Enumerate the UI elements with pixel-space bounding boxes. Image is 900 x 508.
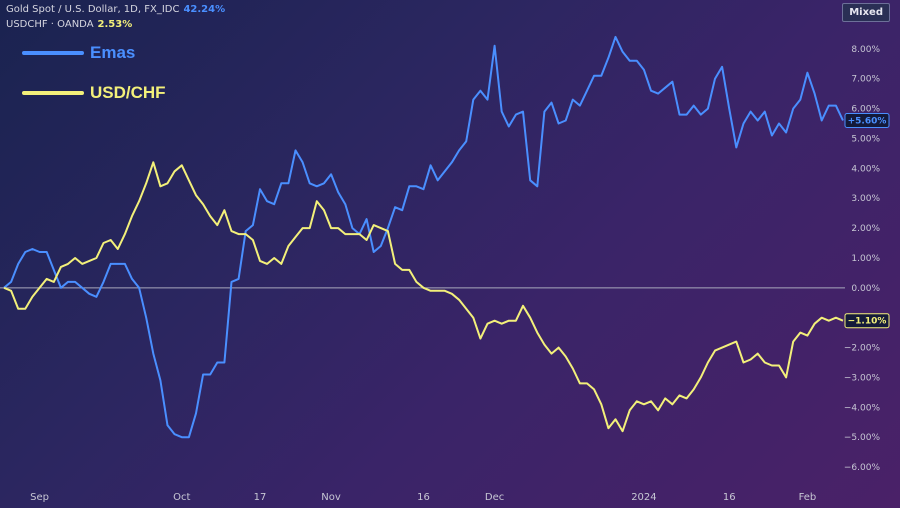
y-tick-label: −4.00% [844,403,881,413]
x-tick-label: Nov [321,492,341,503]
y-tick-label: 5.00% [851,134,880,144]
symbol-header-gold[interactable]: Gold Spot / U.S. Dollar, 1D, FX_IDC 42.24… [6,4,225,15]
y-tick-label: 0.00% [851,284,880,294]
y-tick-label: 2.00% [851,224,880,234]
symbol-title-gold: Gold Spot / U.S. Dollar, 1D, FX_IDC [6,4,180,15]
x-tick-label: 17 [254,492,267,503]
x-tick-label: Dec [485,492,504,503]
symbol-change-usdchf: 2.53% [97,19,133,30]
y-tick-label: 3.00% [851,194,880,204]
y-tick-label: 4.00% [851,164,880,174]
y-tick-label: −6.00% [844,463,881,473]
x-tick-label: Feb [799,492,817,503]
scale-mode-button[interactable]: Mixed [842,3,890,22]
y-tick-label: −2.00% [844,344,881,354]
x-tick-label: 16 [723,492,736,503]
y-tick-label: 7.00% [851,75,880,85]
y-tick-label: 8.00% [851,45,880,55]
x-tick-label: 2024 [631,492,656,503]
legend-item-emas: Emas [22,42,135,64]
legend-swatch-usdchf [22,91,84,95]
y-tick-label: −5.00% [844,433,881,443]
last-value-badge-usdchf: −1.10% [844,313,890,329]
y-tick-label: 1.00% [851,254,880,264]
x-tick-label: Sep [30,492,49,503]
legend-label-emas: Emas [90,43,136,62]
legend-label-usdchf: USD/CHF [90,83,166,102]
y-tick-label: 6.00% [851,105,880,115]
legend-swatch-emas [22,51,84,55]
symbol-header-usdchf[interactable]: USDCHF · OANDA 2.53% [6,19,132,30]
badge-frame [844,113,890,129]
x-tick-label: Oct [173,492,190,503]
badge-label: −1.10% [848,317,887,327]
last-value-badge-emas: +5.60% [844,113,890,129]
badge-frame [844,313,890,329]
series-line-usdchf[interactable] [3,161,844,433]
x-tick-label: 16 [417,492,430,503]
symbol-title-usdchf: USDCHF · OANDA [6,19,94,30]
legend-item-usdchf: USD/CHF [22,82,166,104]
y-tick-label: −3.00% [844,373,881,383]
badge-label: +5.60% [848,117,887,127]
series-line-emas[interactable] [3,35,844,439]
symbol-change-gold: 42.24% [183,4,226,15]
